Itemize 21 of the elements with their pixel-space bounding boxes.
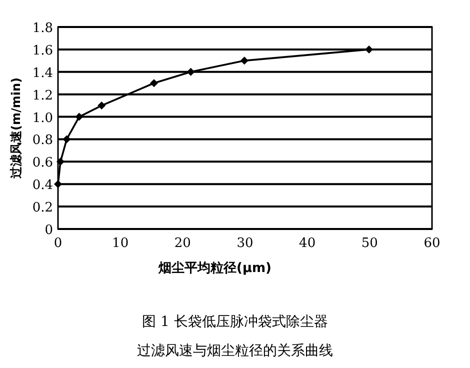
x-tick-label: 30: [236, 236, 254, 251]
y-tick-label: 1.2: [32, 88, 53, 104]
text: 图 1 长袋低压脉冲袋式除尘器: [142, 314, 328, 330]
y-tick-label: 0.4: [32, 178, 53, 194]
x-tick-label: 0: [54, 236, 62, 251]
y-tick-label: 0.2: [32, 200, 53, 216]
text: 过滤风速与烟尘粒径的关系曲线: [137, 343, 333, 359]
y-tick-label: 0: [44, 223, 53, 238]
y-tick-label: 1.4: [32, 66, 53, 81]
y-tick-label: 0.8: [32, 133, 53, 148]
x-axis-title: 烟尘平均粒径(μm): [158, 260, 272, 276]
y-axis-title: 过滤风速(m/min): [9, 77, 23, 180]
y-tick-label: 1.6: [32, 43, 53, 58]
y-tick-label: 1.0: [32, 110, 53, 126]
x-tick-label: 40: [299, 236, 316, 251]
x-tick-label: 10: [112, 236, 129, 251]
x-tick-label: 20: [174, 236, 191, 251]
y-tick-label: 1.8: [32, 21, 53, 36]
x-tick-label: 50: [361, 236, 378, 251]
x-tick-label: 60: [424, 236, 440, 251]
y-tick-label: 0.6: [32, 156, 53, 171]
